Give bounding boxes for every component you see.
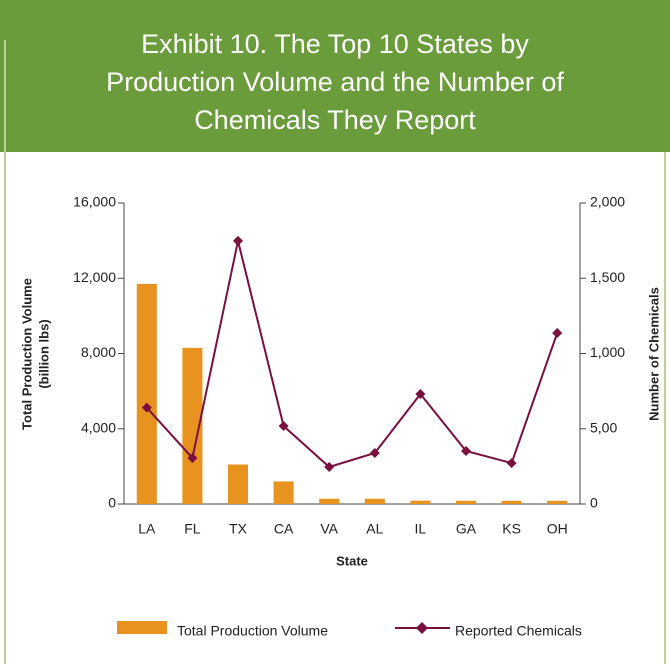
x-tick-label: LA (138, 521, 156, 537)
y-axis-title: Total Production Volume (19, 278, 34, 430)
x-tick-label: AL (366, 521, 383, 537)
chart-title: Chemicals They Report (194, 105, 476, 135)
x-axis-title: State (336, 553, 368, 568)
bar (410, 500, 431, 504)
line-marker (233, 235, 243, 246)
x-tick-label: GA (456, 521, 477, 537)
bar (319, 498, 340, 504)
y2-tick-label: 5,00 (590, 419, 617, 435)
header-band (0, 0, 670, 152)
bar (136, 283, 157, 504)
legend-label: Total Production Volume (177, 623, 328, 639)
bar (227, 464, 249, 504)
bar (273, 481, 294, 504)
x-tick-label: KS (502, 521, 521, 537)
legend-swatch (117, 621, 167, 634)
y-tick-label: 8,000 (81, 344, 116, 360)
y2-tick-label: 1,500 (590, 269, 625, 285)
bar (547, 500, 568, 504)
line-marker (506, 458, 517, 469)
line-marker (187, 452, 198, 463)
chart-title: Exhibit 10. The Top 10 States by (141, 29, 529, 59)
y2-tick-label: 2,000 (590, 194, 625, 210)
y-axis-title: (billion lbs) (36, 319, 51, 388)
x-tick-label: IL (415, 521, 427, 537)
y-tick-label: 16,000 (73, 194, 116, 210)
line-marker (415, 388, 426, 399)
line-marker (461, 446, 471, 457)
chart-title: Production Volume and the Number of (106, 67, 564, 97)
line-marker (141, 402, 152, 413)
legend-label: Reported Chemicals (455, 623, 582, 639)
line-marker (552, 328, 563, 339)
x-tick-label: OH (547, 521, 568, 537)
line-marker (324, 461, 335, 472)
bar (364, 498, 385, 504)
line (146, 240, 559, 469)
bar (182, 347, 203, 504)
y-tick-label: 0 (108, 495, 116, 511)
line-marker (369, 447, 380, 458)
bar (501, 500, 522, 504)
y-tick-label: 12,000 (73, 269, 116, 285)
y2-tick-label: 0 (590, 495, 598, 511)
y-tick-label: 4,000 (81, 419, 116, 435)
y2-tick-label: 1,000 (590, 344, 625, 360)
x-tick-label: VA (320, 521, 338, 537)
x-tick-label: CA (274, 521, 294, 537)
legend-marker (416, 622, 428, 634)
x-tick-label: FL (184, 521, 201, 537)
line-marker (278, 421, 289, 432)
x-tick-label: TX (229, 521, 248, 537)
bar (455, 500, 477, 504)
y2-axis-title: Number of Chemicals (646, 287, 661, 421)
